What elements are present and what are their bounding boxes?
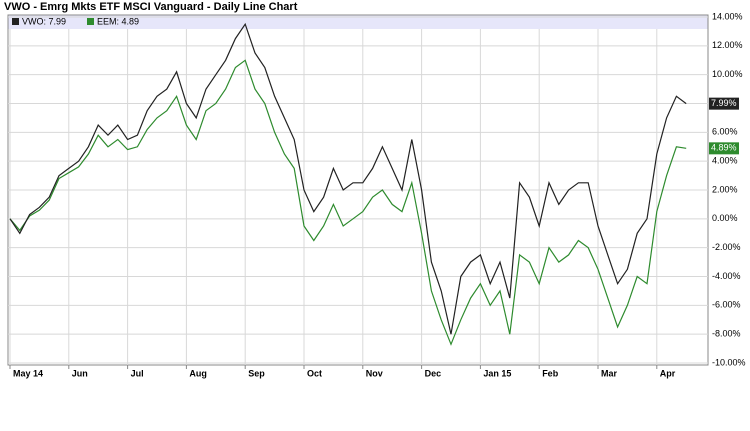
legend-band: [8, 15, 708, 29]
x-tick-label: Sep: [248, 368, 265, 378]
end-label-box: [709, 142, 739, 155]
x-tick-label: Oct: [307, 368, 322, 378]
y-tick-label: 4.00%: [712, 156, 738, 166]
y-tick-label: -2.00%: [712, 242, 741, 252]
y-tick-label: -6.00%: [712, 300, 741, 310]
legend-swatch: [12, 18, 19, 25]
end-label: 7.99%: [711, 98, 737, 108]
x-tick-label: May 14: [13, 368, 43, 378]
end-label-box: [709, 97, 739, 110]
legend-label: EEM: 4.89: [97, 16, 139, 26]
y-tick-label: -4.00%: [712, 271, 741, 281]
x-tick-label: Jan 15: [483, 368, 511, 378]
x-tick-label: Jul: [131, 368, 144, 378]
x-tick-label: Mar: [601, 368, 618, 378]
y-tick-label: -10.00%: [712, 357, 746, 367]
x-tick-label: Nov: [366, 368, 383, 378]
y-tick-label: 6.00%: [712, 127, 738, 137]
x-tick-label: Dec: [425, 368, 442, 378]
series-line: [9, 22, 687, 335]
end-label: 4.89%: [711, 143, 737, 153]
y-tick-label: 12.00%: [712, 40, 743, 50]
y-tick-label: 10.00%: [712, 69, 743, 79]
y-tick-label: 0.00%: [712, 213, 738, 223]
x-tick-label: Feb: [542, 368, 559, 378]
chart-title: VWO - Emrg Mkts ETF MSCI Vanguard - Dail…: [4, 1, 298, 13]
x-tick-label: Aug: [189, 368, 207, 378]
series-line: [9, 59, 687, 346]
x-tick-label: Apr: [660, 368, 676, 378]
x-tick-label: Jun: [72, 368, 88, 378]
legend-swatch: [87, 18, 94, 25]
y-tick-label: 2.00%: [712, 184, 738, 194]
legend-label: VWO: 7.99: [22, 16, 66, 26]
y-tick-label: -8.00%: [712, 329, 741, 339]
y-tick-label: 14.00%: [712, 11, 743, 21]
